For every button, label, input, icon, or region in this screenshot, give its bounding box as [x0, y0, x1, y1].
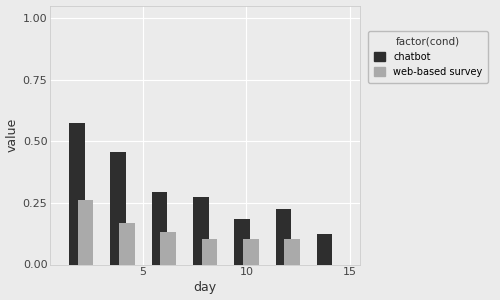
Bar	[317, 234, 332, 265]
Bar	[160, 232, 176, 265]
Y-axis label: value: value	[6, 118, 18, 152]
Bar	[276, 209, 291, 265]
Bar	[284, 238, 300, 265]
Legend: chatbot, web-based survey: chatbot, web-based survey	[368, 31, 488, 83]
Bar	[119, 223, 134, 265]
Bar	[202, 238, 217, 265]
Bar	[69, 123, 84, 265]
Bar	[78, 200, 94, 265]
Bar	[243, 238, 258, 265]
X-axis label: day: day	[194, 281, 216, 294]
Bar	[110, 152, 126, 265]
Bar	[152, 192, 167, 265]
Bar	[234, 219, 250, 265]
Bar	[193, 197, 208, 265]
